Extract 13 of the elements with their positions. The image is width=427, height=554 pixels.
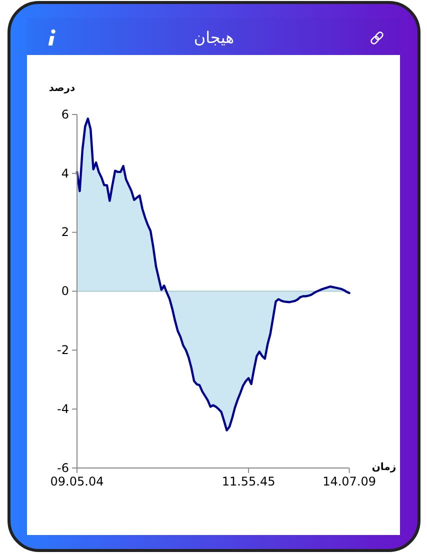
x-tick-label: 09.05.04 <box>50 474 104 489</box>
x-tick-label: 11.55.45 <box>222 474 276 489</box>
x-axis-title: زمان <box>372 462 396 473</box>
y-axis-title: درصد <box>48 83 76 94</box>
x-tick-label: 14.07.09 <box>322 474 376 489</box>
y-tick-label: 2 <box>61 225 69 240</box>
chart-title: هیجان <box>194 28 234 47</box>
y-tick-label: -2 <box>57 343 69 358</box>
y-tick-label: -6 <box>57 460 69 475</box>
y-tick-label: 0 <box>61 284 69 298</box>
y-tick-label: -4 <box>57 402 69 416</box>
y-tick-label: 4 <box>61 166 69 180</box>
y-tick-label: 6 <box>61 107 69 122</box>
